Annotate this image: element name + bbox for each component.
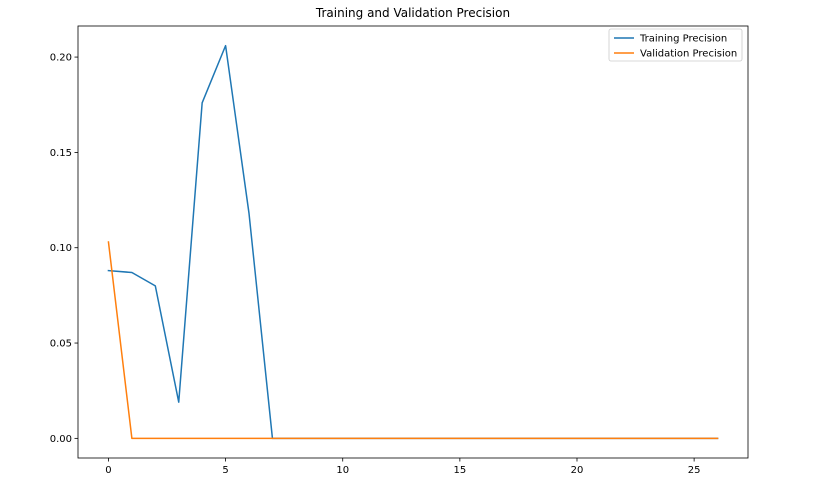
y-tick-label: 0.15 <box>50 148 72 159</box>
y-tick-label: 0.20 <box>50 53 72 64</box>
y-axis: 0.00 0.05 0.10 0.15 0.20 <box>50 53 78 445</box>
legend: Training Precision Validation Precision <box>608 28 743 62</box>
legend-box <box>608 28 743 62</box>
y-tick-label: 0.00 <box>50 434 72 445</box>
x-tick-label: 5 <box>222 465 228 476</box>
series-layer <box>107 44 719 440</box>
chart-title: Training and Validation Precision <box>315 6 510 20</box>
plot-area <box>77 25 749 459</box>
series-line-training-precision <box>107 44 719 440</box>
axes-frame <box>77 25 749 459</box>
x-tick-label: 10 <box>336 465 349 476</box>
x-tick-label: 0 <box>105 465 111 476</box>
y-tick-label: 0.10 <box>50 243 72 254</box>
y-tick-label: 0.05 <box>50 339 72 350</box>
x-tick-label: 25 <box>688 465 701 476</box>
x-tick-label: 20 <box>571 465 584 476</box>
x-axis: 0 5 10 15 20 25 <box>105 458 700 476</box>
legend-label: Training Precision <box>639 34 727 45</box>
x-tick-label: 15 <box>453 465 466 476</box>
legend-label: Validation Precision <box>640 49 737 60</box>
series-line-validation-precision <box>107 241 719 440</box>
